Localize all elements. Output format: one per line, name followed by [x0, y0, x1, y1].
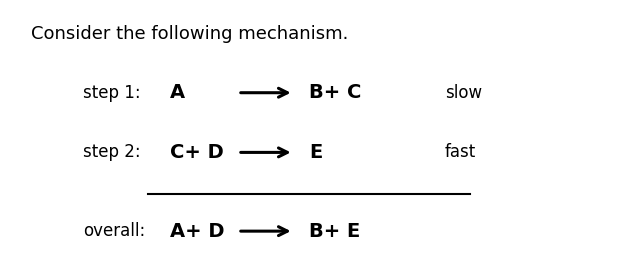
Text: step 1:: step 1:: [83, 84, 141, 102]
Text: E: E: [309, 143, 322, 162]
Text: B+ C: B+ C: [309, 83, 362, 102]
Text: C+ D: C+ D: [170, 143, 224, 162]
Text: A: A: [170, 83, 185, 102]
Text: B+ E: B+ E: [309, 222, 360, 241]
Text: A+ D: A+ D: [170, 222, 224, 241]
Text: Consider the following mechanism.: Consider the following mechanism.: [31, 25, 349, 43]
Text: step 2:: step 2:: [83, 144, 141, 161]
Text: fast: fast: [445, 144, 476, 161]
Text: slow: slow: [445, 84, 482, 102]
Text: overall:: overall:: [83, 222, 146, 240]
